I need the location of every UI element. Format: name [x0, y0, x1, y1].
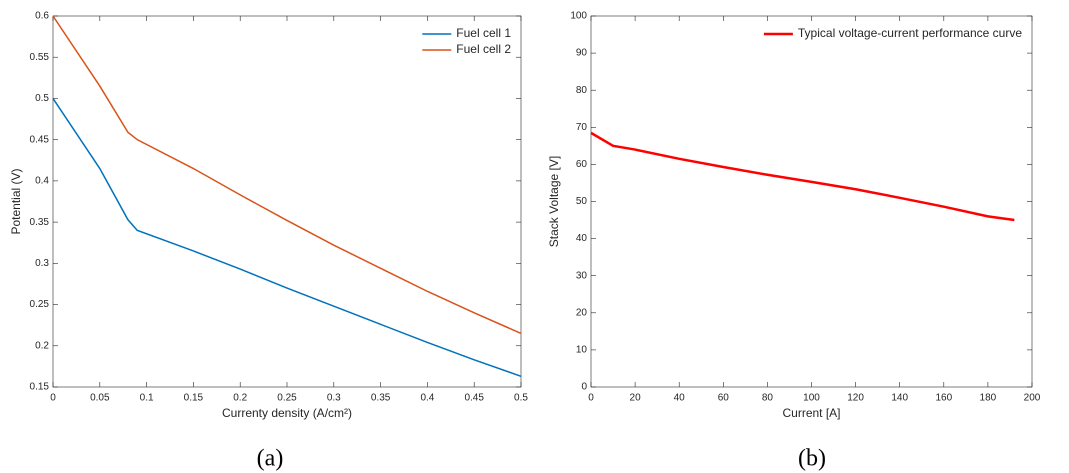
x-tick-label: 60	[718, 393, 730, 404]
x-tick-label: 0.25	[277, 393, 297, 404]
y-tick-label: 0.5	[35, 93, 49, 104]
series-line	[590, 131, 1015, 222]
y-tick-label: 0.15	[30, 382, 50, 393]
x-tick-label: 0.3	[327, 393, 341, 404]
x-tick-label: 0.4	[420, 393, 434, 404]
y-tick-label: 40	[576, 233, 588, 244]
axes-box	[52, 15, 522, 388]
y-tick-label: 0.55	[30, 52, 50, 63]
y-tick-label: 0.35	[30, 217, 50, 228]
y-tick-label: 30	[576, 270, 588, 281]
x-tick-label: 0.35	[371, 393, 391, 404]
y-tick-label: 0.4	[35, 176, 49, 187]
y-tick-label: 20	[576, 307, 588, 318]
axes-box	[590, 15, 1033, 388]
x-tick-label: 0	[588, 393, 594, 404]
x-tick-label: 0.05	[90, 393, 110, 404]
y-tick-label: 0.45	[30, 134, 50, 145]
y-tick-label: 80	[576, 85, 588, 96]
x-tick-label: 0.45	[464, 393, 484, 404]
x-tick-label: 180	[980, 393, 997, 404]
series-line	[52, 98, 522, 377]
y-tick-label: 60	[576, 159, 588, 170]
caption: (b)	[798, 446, 826, 472]
x-tick-label: 160	[935, 393, 952, 404]
y-tick-label: 70	[576, 122, 588, 133]
x-tick-label: 20	[630, 393, 642, 404]
x-tick-label: 0	[50, 393, 56, 404]
x-tick-label: 80	[762, 393, 774, 404]
x-axis-label: Current [A]	[782, 406, 840, 420]
y-tick-label: 90	[576, 48, 588, 59]
x-tick-label: 140	[891, 393, 908, 404]
y-axis-label: Stack Voltage [V]	[547, 156, 561, 247]
series-line	[52, 15, 522, 335]
y-tick-label: 0	[581, 382, 587, 393]
legend-label: Typical voltage-current performance curv…	[798, 26, 1022, 40]
y-axis-label: Potential (V)	[9, 168, 23, 234]
y-tick-label: 50	[576, 196, 588, 207]
x-axis-label: Currenty density (A/cm²)	[222, 406, 352, 420]
x-tick-label: 40	[674, 393, 686, 404]
y-tick-label: 10	[576, 345, 588, 356]
x-tick-label: 0.15	[184, 393, 204, 404]
x-tick-label: 200	[1024, 393, 1041, 404]
y-tick-label: 0.6	[35, 11, 49, 22]
caption: (a)	[257, 446, 284, 472]
x-tick-label: 100	[803, 393, 820, 404]
y-tick-label: 100	[570, 11, 587, 22]
y-tick-label: 0.2	[35, 340, 49, 351]
legend-label: Fuel cell 2	[456, 42, 511, 56]
x-tick-label: 0.5	[514, 393, 528, 404]
x-tick-label: 120	[847, 393, 864, 404]
y-tick-label: 0.3	[35, 258, 49, 269]
x-tick-label: 0.1	[140, 393, 154, 404]
legend-label: Fuel cell 1	[456, 26, 511, 40]
x-tick-label: 0.2	[233, 393, 247, 404]
y-tick-label: 0.25	[30, 299, 50, 310]
